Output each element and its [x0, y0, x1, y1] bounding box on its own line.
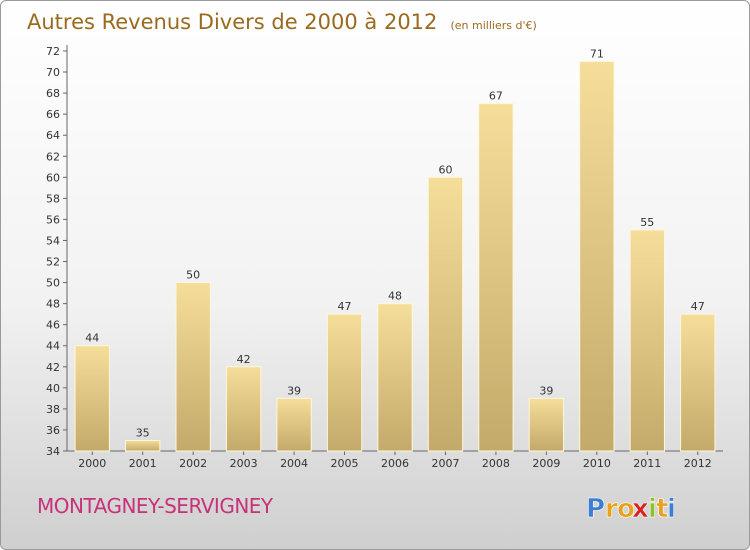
bar-2000	[74, 345, 110, 452]
data-label-2001: 35	[136, 426, 150, 439]
y-tick-label: 66	[46, 108, 60, 121]
bar-2010	[579, 61, 615, 452]
x-tick-label-2012: 2012	[684, 457, 712, 470]
x-tick-label-2003: 2003	[230, 457, 258, 470]
x-tick-label-2001: 2001	[129, 457, 157, 470]
bar-2008	[478, 103, 514, 452]
logo-letter: o	[617, 494, 635, 524]
y-tick-label: 62	[46, 150, 60, 163]
logo-letter: x	[632, 494, 649, 524]
y-tick-label: 52	[46, 256, 60, 269]
x-tick-label-2004: 2004	[280, 457, 308, 470]
y-tick-label: 70	[46, 66, 60, 79]
y-tick-label: 36	[46, 424, 60, 437]
x-axis: 2000 2001 2002 2003 2004 2005 2006 2007 2008 2009…	[67, 450, 723, 470]
y-tick-label: 50	[46, 277, 60, 290]
logo-letter: i	[648, 494, 657, 524]
x-tick-label-2009: 2009	[532, 457, 560, 470]
y-tick-label: 46	[46, 319, 60, 332]
bar-2005	[326, 313, 363, 452]
y-tick-label: 72	[46, 45, 60, 58]
logo-letter: P	[586, 494, 605, 524]
data-label-2003: 42	[237, 353, 251, 366]
bar-2006	[377, 303, 413, 452]
x-tick-label-2005: 2005	[331, 457, 359, 470]
x-tick-label-2007: 2007	[431, 457, 459, 470]
x-tick-label-2000: 2000	[78, 457, 106, 470]
y-axis: 34 36 38 40 42 44 46 48 50 52 54 56 58 60 62 64 66 68 70 72	[46, 45, 68, 458]
y-tick-label: 60	[46, 171, 60, 184]
data-label-2007: 60	[438, 163, 452, 176]
y-tick-label: 68	[46, 87, 60, 100]
y-tick-label: 42	[46, 361, 60, 374]
data-label-2002: 50	[186, 269, 200, 282]
data-label-2010: 71	[590, 48, 604, 61]
bar-2009	[528, 397, 565, 452]
y-tick-label: 64	[46, 129, 60, 142]
chart-title: Autres Revenus Divers de 2000 à 2012 (en…	[27, 10, 537, 34]
bar-2012	[680, 313, 716, 452]
data-label-2004: 39	[287, 384, 301, 397]
data-label-2011: 55	[640, 216, 654, 229]
commune-name: MONTAGNEY-SERVIGNEY	[37, 494, 273, 518]
y-tick-label: 56	[46, 213, 60, 226]
y-tick-label: 44	[46, 340, 60, 353]
data-label-2009: 39	[539, 384, 553, 397]
y-tick-label: 40	[46, 382, 60, 395]
x-tick-label-2008: 2008	[482, 457, 510, 470]
chart-title-main: Autres Revenus Divers de 2000 à 2012	[27, 10, 437, 34]
bar-2003	[225, 366, 262, 452]
x-tick-label-2011: 2011	[633, 457, 661, 470]
x-tick-label-2006: 2006	[381, 457, 409, 470]
bar-2007	[427, 176, 464, 452]
data-label-2006: 48	[388, 290, 402, 303]
bar-2001	[125, 439, 161, 452]
x-tick-label-2002: 2002	[179, 457, 207, 470]
chart-title-unit: (en milliers d'€)	[451, 19, 537, 32]
y-tick-label: 34	[46, 445, 60, 458]
y-tick-label: 58	[46, 192, 60, 205]
logo-letter: i	[667, 494, 676, 524]
y-tick-label: 48	[46, 298, 60, 311]
x-tick-label-2010: 2010	[583, 457, 611, 470]
bars-group	[74, 61, 716, 452]
y-tick-label: 54	[46, 234, 60, 247]
data-label-2012: 47	[691, 300, 705, 313]
logo-letter: r	[605, 494, 618, 524]
data-label-2000: 44	[85, 332, 99, 345]
logo-letter: t	[656, 494, 668, 524]
data-label-2008: 67	[489, 90, 503, 103]
data-labels-group: 44 35 50 42 39 47 48 60 67 39 71 55 47	[85, 48, 705, 440]
data-label-2005: 47	[338, 300, 352, 313]
bar-2011	[629, 229, 665, 452]
bar-2004	[276, 397, 312, 452]
y-tick-label: 38	[46, 403, 60, 416]
bar-2002	[175, 282, 211, 452]
